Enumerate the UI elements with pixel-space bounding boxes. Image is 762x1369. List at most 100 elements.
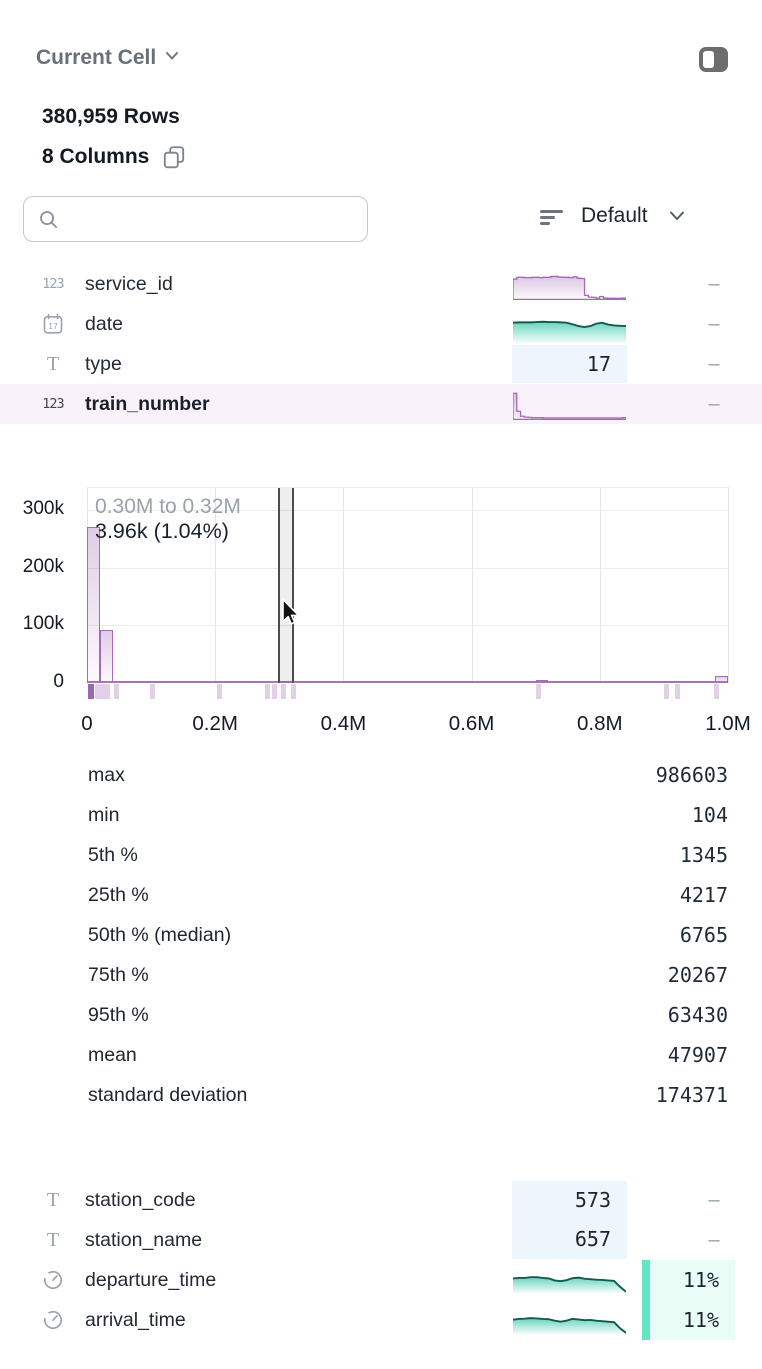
stat-value: 4217	[679, 883, 728, 907]
stat-row: min 104	[88, 795, 728, 835]
rug-mark	[217, 684, 223, 699]
text-type-icon: T	[46, 1228, 60, 1251]
distinct-count-box: 17	[512, 345, 627, 383]
area-sparkline	[513, 1266, 626, 1293]
stat-value: 174371	[655, 1083, 728, 1107]
sort-control[interactable]: Default	[540, 204, 688, 228]
stat-row: 25th % 4217	[88, 875, 728, 915]
rug-mark	[88, 684, 95, 699]
stat-value: 6765	[679, 923, 728, 947]
stat-row: 5th % 1345	[88, 835, 728, 875]
gridline	[87, 567, 728, 569]
gridline	[215, 487, 217, 683]
gridline	[343, 487, 345, 683]
distinct-count: 573	[574, 1188, 611, 1212]
gridline	[87, 625, 728, 627]
stat-label: standard deviation	[88, 1083, 248, 1106]
x-axis-tick: 0.4M	[320, 712, 367, 735]
hover-band	[278, 488, 294, 683]
column-name: date	[85, 313, 123, 335]
stat-row: mean 47907	[88, 1035, 728, 1075]
column-name: type	[85, 353, 122, 375]
y-axis-tick: 100k	[22, 613, 64, 635]
stat-label: 5th %	[88, 843, 138, 866]
column-stats-table: max 986603 min 104 5th % 1345 25th % 4217 50th %…	[88, 755, 728, 1115]
scope-selector[interactable]: Current Cell	[36, 46, 180, 70]
column-name: departure_time	[85, 1269, 217, 1291]
histogram-bar	[87, 527, 100, 683]
panel-toggle-icon	[703, 51, 714, 68]
column-row-departure-time[interactable]: departure_time	[0, 1260, 762, 1300]
x-axis-tick: 0.2M	[192, 712, 238, 735]
text-type-icon: T	[46, 1188, 60, 1211]
column-row-station-name[interactable]: T station_name –	[0, 1220, 762, 1260]
rug-mark	[674, 684, 680, 699]
null-percentage-accent	[642, 1260, 650, 1340]
rug-mark	[113, 684, 119, 699]
chevron-down-icon	[164, 49, 180, 67]
rug-mark	[99, 684, 105, 699]
histogram-sparkline	[513, 389, 626, 420]
histogram-bar	[99, 629, 113, 683]
rug-mark	[535, 684, 541, 699]
distinct-count: 17	[586, 352, 611, 376]
column-name: station_name	[85, 1229, 203, 1251]
column-name: arrival_time	[85, 1309, 186, 1331]
gridline	[599, 487, 601, 683]
column-name: station_code	[85, 1189, 196, 1211]
x-axis-tick: 0.8M	[577, 712, 623, 735]
column-row-type[interactable]: T type 17 –	[0, 344, 762, 384]
distinct-count: 657	[574, 1227, 611, 1251]
rug-mark	[149, 684, 155, 699]
train-number-histogram[interactable]	[87, 487, 729, 683]
column-row-train-number[interactable]: 123 train_number –	[0, 384, 762, 424]
histogram-bar	[715, 676, 728, 683]
stat-row: max 986603	[88, 755, 728, 795]
null-indicator: –	[708, 353, 720, 375]
panel-toggle-button[interactable]	[699, 47, 728, 72]
sort-label: Default	[581, 204, 648, 227]
rug-mark	[94, 684, 100, 699]
copy-icon[interactable]	[161, 144, 187, 170]
stat-label: 95th %	[88, 1003, 149, 1026]
x-axis-tick: 1.0M	[705, 712, 751, 735]
column-row-service-id[interactable]: 123 service_id –	[0, 264, 762, 304]
svg-text:17: 17	[48, 322, 58, 331]
rug-mark	[264, 684, 270, 699]
stat-row: 75th % 20267	[88, 955, 728, 995]
column-row-arrival-time[interactable]: arrival_time	[0, 1300, 762, 1340]
scope-label: Current Cell	[36, 46, 157, 69]
y-axis-tick: 300k	[22, 498, 64, 519]
null-indicator: –	[708, 1229, 720, 1251]
stat-label: 25th %	[88, 883, 149, 906]
column-row-date[interactable]: 17 date –	[0, 304, 762, 344]
stat-value: 20267	[667, 963, 728, 987]
search-input-container	[23, 196, 368, 242]
stat-row: standard deviation 174371	[88, 1075, 728, 1115]
stat-value: 104	[691, 803, 728, 827]
stat-label: 75th %	[88, 963, 149, 986]
calendar-icon: 17	[40, 304, 66, 344]
number-type-icon: 123	[42, 276, 64, 292]
rug-mark	[271, 684, 277, 699]
gridline	[87, 510, 728, 511]
chevron-down-icon	[666, 209, 688, 223]
rows-count: 380,959 Rows	[42, 105, 180, 128]
rug-mark	[280, 684, 286, 699]
column-name: service_id	[85, 273, 173, 295]
sort-icon	[540, 207, 563, 225]
null-indicator: –	[708, 273, 720, 295]
search-input[interactable]	[68, 207, 367, 231]
null-percentage: 11%	[682, 1268, 719, 1292]
null-percentage: 11%	[682, 1308, 719, 1332]
clock-icon	[40, 1260, 66, 1300]
stat-label: max	[88, 763, 125, 786]
stat-row: 50th % (median) 6765	[88, 915, 728, 955]
stat-value: 47907	[667, 1043, 728, 1067]
histogram-baseline	[87, 681, 728, 683]
gridline	[87, 487, 728, 488]
area-sparkline	[513, 310, 626, 343]
column-row-station-code[interactable]: T station_code –	[0, 1180, 762, 1220]
number-type-icon: 123	[42, 396, 64, 412]
